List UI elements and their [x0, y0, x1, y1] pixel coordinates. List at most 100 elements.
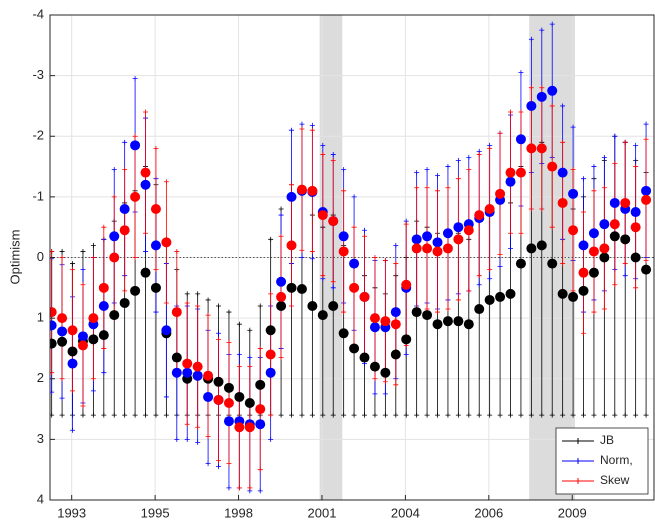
point [50, 320, 57, 331]
point [328, 301, 339, 311]
point [630, 222, 641, 233]
point [244, 398, 255, 408]
x-tick-label: 2001 [308, 505, 337, 520]
point [453, 234, 464, 245]
point [526, 243, 537, 254]
point [192, 361, 203, 372]
point [77, 340, 88, 351]
point [453, 316, 464, 327]
point [140, 179, 151, 190]
point [536, 91, 547, 102]
legend-marker [575, 438, 581, 444]
legend-marker [575, 478, 581, 484]
point [505, 176, 516, 187]
point [109, 231, 120, 242]
point [182, 367, 193, 378]
point [641, 194, 652, 205]
point [609, 219, 620, 230]
point [453, 222, 464, 233]
point [223, 382, 234, 393]
point [578, 240, 589, 251]
x-tick-label: 2004 [391, 505, 420, 520]
point [338, 231, 349, 242]
point [599, 243, 610, 254]
point [599, 219, 610, 230]
point [515, 167, 526, 178]
y-tick-label: -4 [32, 6, 44, 21]
point [422, 243, 433, 254]
y-tick-label: 0 [37, 249, 44, 264]
point [119, 204, 130, 214]
point [349, 258, 360, 269]
point [442, 243, 453, 254]
point [411, 234, 422, 245]
point [88, 334, 99, 345]
point [641, 264, 652, 275]
point [401, 279, 412, 290]
point [213, 376, 224, 387]
point [317, 210, 328, 221]
point [432, 237, 443, 248]
point [390, 307, 401, 318]
point [568, 188, 579, 199]
point [505, 167, 516, 178]
point [536, 143, 547, 154]
point [349, 282, 360, 293]
point [505, 288, 516, 299]
point [265, 325, 276, 336]
point [67, 358, 78, 369]
x-tick-label: 1993 [57, 505, 86, 520]
point [286, 282, 297, 293]
point [276, 276, 287, 287]
point [57, 336, 68, 347]
y-tick-label: -2 [32, 128, 44, 143]
point [223, 416, 234, 427]
point [390, 349, 401, 360]
y-tick-label: 3 [37, 431, 44, 446]
point [203, 370, 214, 381]
point [77, 331, 88, 342]
point [359, 352, 370, 363]
plot-area [50, 21, 652, 494]
y-tick-label: -3 [32, 67, 44, 82]
point [411, 243, 422, 254]
point [515, 258, 526, 269]
x-tick-label: 1995 [141, 505, 170, 520]
point [422, 310, 433, 321]
point [109, 310, 120, 321]
point [588, 246, 599, 257]
point [57, 313, 68, 324]
plot-frame [49, 14, 655, 501]
point [411, 307, 422, 318]
point [432, 319, 443, 330]
point [57, 326, 68, 337]
point [255, 379, 266, 390]
point [599, 252, 610, 263]
point [432, 246, 443, 257]
point [286, 191, 297, 202]
point [130, 191, 141, 202]
point [171, 307, 182, 318]
point [98, 301, 109, 311]
point [401, 334, 412, 345]
point [119, 297, 130, 308]
point [578, 285, 589, 296]
point [150, 204, 161, 214]
point [192, 370, 203, 381]
point [474, 304, 485, 315]
point [588, 267, 599, 278]
point [349, 343, 360, 354]
point [307, 301, 318, 311]
y-axis-label: Optimism [7, 230, 22, 285]
point [203, 391, 214, 402]
point [182, 358, 193, 369]
legend-label: Skew [600, 473, 630, 487]
point [369, 313, 380, 324]
point [88, 313, 99, 324]
point [50, 307, 57, 318]
point [234, 391, 245, 402]
point [98, 330, 109, 341]
point [547, 258, 558, 269]
point [359, 291, 370, 302]
